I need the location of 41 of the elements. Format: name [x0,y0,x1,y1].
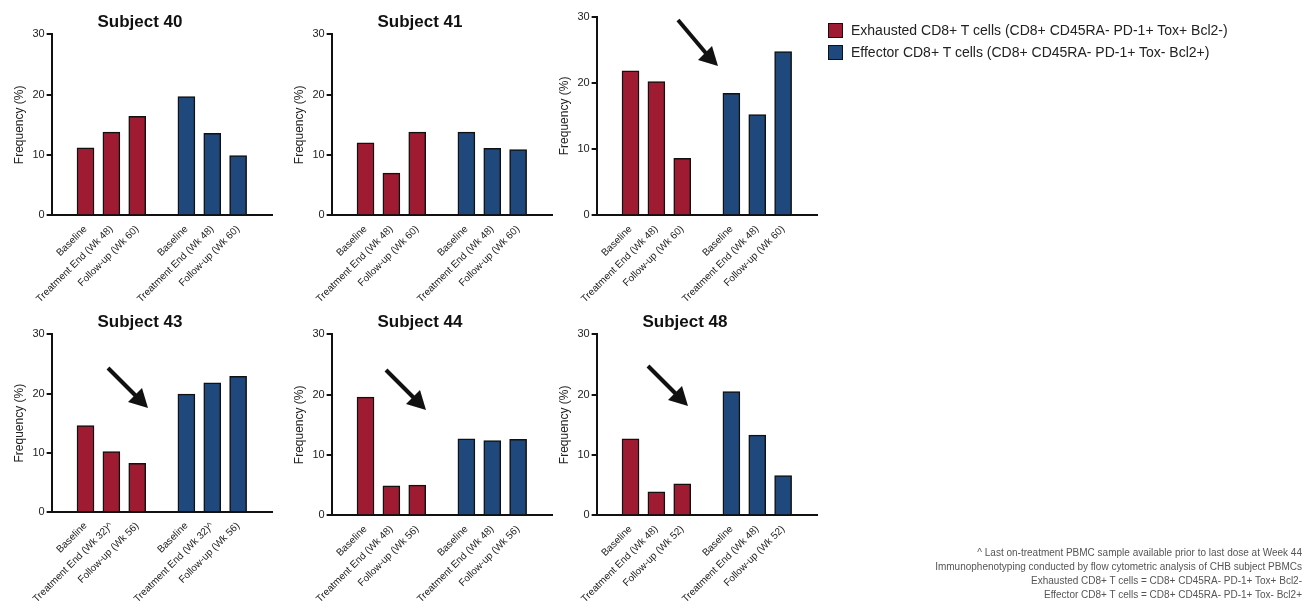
y-tick-label: 30 [312,27,325,40]
y-tick-label: 30 [577,327,590,340]
y-tick-label: 0 [583,208,590,221]
y-tick-label: 0 [318,208,325,221]
y-tick-label: 20 [577,387,590,400]
y-tick-label: 30 [32,27,45,40]
chart-title: Subject 44 [377,311,464,331]
y-tick-label: 10 [577,142,590,155]
y-tick-label: 20 [32,386,45,399]
legend-label: Exhausted CD8+ T cells (CD8+ CD45RA- PD-1+ Tox+ Bcl2-) [851,22,1228,38]
legend-label: Effector CD8+ T cells (CD8+ CD45RA- PD-1+ Tox- Bcl2+) [851,44,1210,60]
y-axis-title: Frequency (%) [11,383,26,463]
y-tick-label: 20 [32,87,45,100]
y-tick-label: 20 [312,87,325,100]
text: Exhausted CD8+ T cells = CD8+ CD45RA- PD-1+ Tox+ Bcl2- [1030,574,1302,588]
y-tick-label: 10 [312,448,325,461]
y-axis-title: Frequency (%) [11,85,26,165]
y-axis-title: Frequency (%) [291,385,306,465]
y-tick-label: 10 [577,448,590,461]
chart-title: Subject 48 [642,311,728,331]
y-tick-label: 0 [38,208,45,221]
text: ^ Last on-treatment PBMC sample available prior to last dose at Week 44 [976,546,1302,560]
y-axis-title: Frequency (%) [556,76,571,156]
text: Effector CD8+ T cells = CD8+ CD45RA- PD-1+ Tox- Bcl2+ [1043,588,1302,602]
text: Immunophenotyping conducted by flow cytometric analysis of CHB subject PBMCs [935,560,1302,574]
y-tick-label: 20 [577,75,590,88]
y-tick-label: 30 [312,327,325,340]
chart-title: Subject 40 [97,11,183,31]
y-tick-label: 0 [318,508,325,521]
y-tick-label: 30 [32,327,45,340]
y-tick-label: 0 [38,505,45,518]
y-tick-label: 10 [32,148,45,161]
y-tick-label: 30 [577,9,590,22]
y-tick-label: 10 [32,445,45,458]
y-tick-label: 10 [312,148,325,161]
y-tick-label: 0 [583,508,590,521]
chart-title: Subject 43 [97,311,183,331]
y-axis-title: Frequency (%) [291,85,306,165]
y-axis-title: Frequency (%) [556,385,571,465]
y-tick-label: 20 [312,387,325,400]
chart-title: Subject 41 [377,11,463,31]
